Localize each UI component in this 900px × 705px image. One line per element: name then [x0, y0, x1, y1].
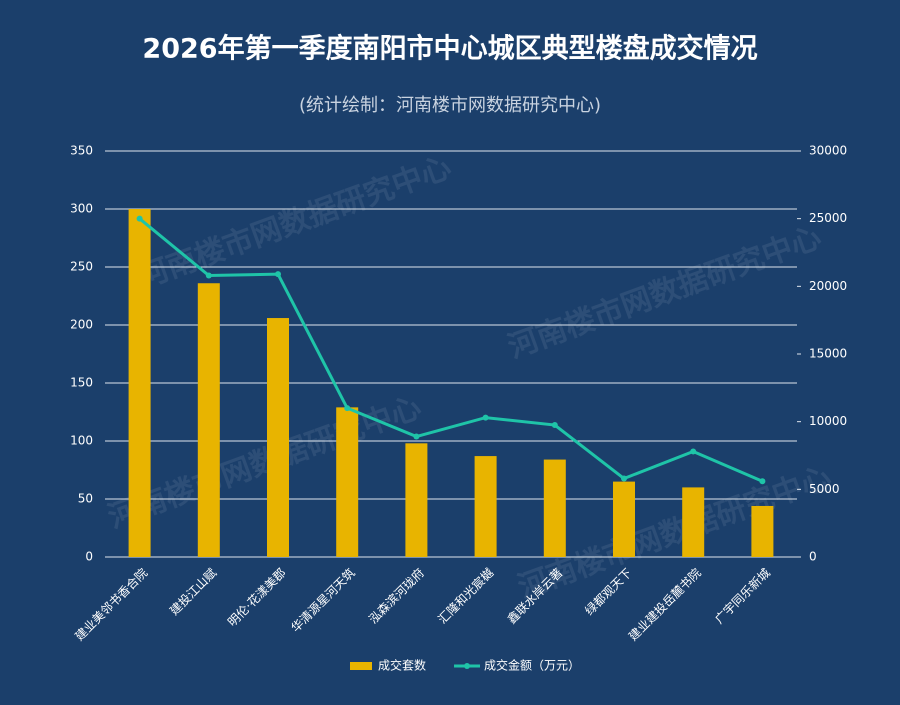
y2-tick-label: 5000: [809, 482, 840, 496]
bar: [613, 481, 635, 557]
legend-label: 成交金额（万元）: [484, 658, 580, 673]
y2-tick-label: 10000: [809, 414, 847, 428]
line-point: [759, 478, 766, 485]
bar: [405, 443, 428, 557]
line-point: [413, 433, 420, 440]
y2-tick-label: 0: [809, 550, 817, 564]
y2-tick-label: 15000: [809, 347, 847, 361]
line-point: [551, 422, 558, 429]
y-tick-label: 200: [70, 318, 93, 332]
y2-tick-label: 20000: [809, 279, 847, 293]
y2-tick-label: 30000: [809, 144, 847, 158]
line-point: [621, 475, 627, 482]
y2-tick-label: 25000: [809, 211, 847, 225]
y-tick-label: 0: [85, 550, 93, 564]
bar: [751, 505, 774, 557]
line: [138, 217, 763, 483]
y-tick-label: 300: [70, 202, 93, 216]
y-tick-label: 250: [70, 260, 93, 274]
bar: [682, 487, 705, 557]
y-tick-label: 150: [70, 376, 93, 390]
line-point: [205, 272, 212, 279]
legend-label: 成交套数: [378, 658, 426, 673]
bar: [336, 407, 359, 557]
line-point: [482, 414, 489, 421]
y-tick-label: 350: [70, 144, 93, 158]
line-point: [690, 448, 697, 455]
bar: [197, 283, 220, 557]
bar: [474, 456, 497, 557]
bar: [543, 459, 566, 557]
legend-swatch: [464, 663, 471, 669]
line-point: [136, 215, 143, 222]
chart-title: 2026年第一季度南阳市中心城区典型楼盘成交情况: [142, 33, 757, 65]
y-tick-label: 50: [78, 492, 93, 506]
line-point: [344, 405, 351, 412]
legend-swatch: [350, 662, 372, 670]
bar: [128, 209, 151, 557]
bar: [267, 318, 289, 557]
line-point: [275, 271, 281, 278]
chart-subtitle: (统计绘制：河南楼市网数据研究中心): [299, 95, 601, 116]
y-tick-label: 100: [70, 434, 93, 448]
